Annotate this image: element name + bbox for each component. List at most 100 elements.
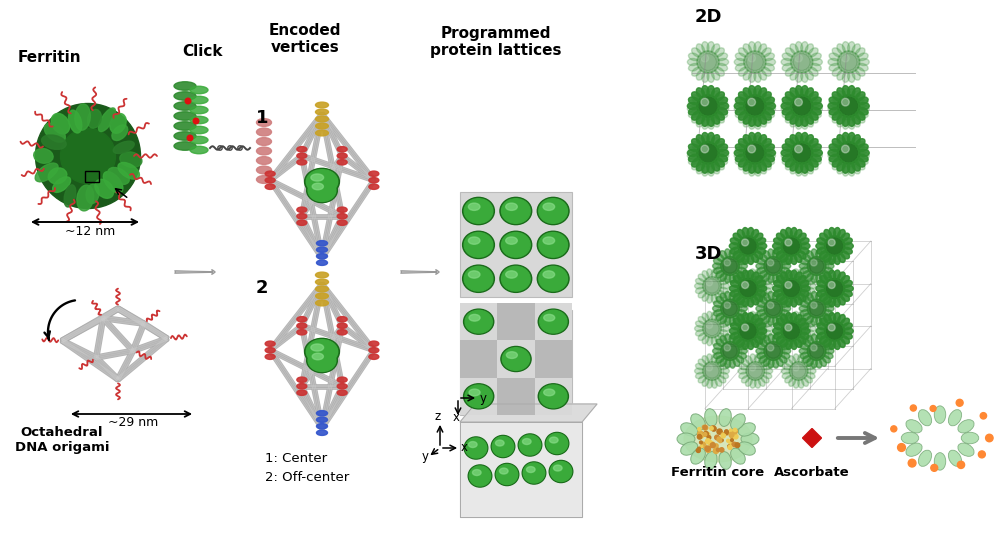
Ellipse shape (715, 335, 722, 344)
Ellipse shape (743, 70, 751, 80)
Ellipse shape (720, 315, 727, 324)
Ellipse shape (781, 343, 790, 350)
Ellipse shape (756, 290, 766, 296)
Ellipse shape (696, 135, 705, 145)
Ellipse shape (743, 91, 751, 101)
Ellipse shape (736, 355, 744, 363)
Ellipse shape (705, 452, 717, 469)
Ellipse shape (337, 146, 347, 152)
Ellipse shape (832, 48, 842, 57)
Circle shape (730, 431, 734, 435)
Ellipse shape (811, 249, 817, 258)
Ellipse shape (495, 463, 519, 486)
Ellipse shape (501, 267, 530, 291)
Ellipse shape (730, 238, 740, 245)
Ellipse shape (786, 313, 792, 323)
Circle shape (728, 446, 732, 449)
Ellipse shape (757, 285, 767, 292)
Ellipse shape (843, 280, 852, 287)
Ellipse shape (848, 135, 855, 146)
Ellipse shape (829, 227, 835, 238)
Ellipse shape (316, 240, 328, 246)
Ellipse shape (688, 53, 699, 61)
Circle shape (703, 432, 707, 436)
Ellipse shape (785, 139, 795, 148)
Ellipse shape (754, 293, 763, 301)
Ellipse shape (848, 133, 855, 144)
Ellipse shape (855, 48, 865, 57)
Circle shape (705, 446, 710, 452)
Ellipse shape (782, 372, 791, 379)
Ellipse shape (763, 287, 772, 294)
Text: 3D: 3D (695, 245, 722, 263)
Ellipse shape (754, 269, 761, 278)
Ellipse shape (781, 149, 792, 157)
Ellipse shape (696, 117, 705, 127)
Ellipse shape (546, 434, 568, 454)
Circle shape (930, 405, 936, 411)
Ellipse shape (174, 102, 196, 110)
Ellipse shape (800, 328, 810, 334)
Ellipse shape (312, 353, 323, 360)
Ellipse shape (464, 384, 494, 409)
Ellipse shape (842, 115, 850, 126)
Ellipse shape (819, 251, 826, 259)
Ellipse shape (801, 162, 808, 173)
Circle shape (809, 259, 824, 273)
Circle shape (791, 145, 813, 167)
Circle shape (766, 301, 781, 316)
Circle shape (710, 426, 713, 430)
Ellipse shape (806, 279, 815, 285)
Ellipse shape (781, 368, 791, 374)
Ellipse shape (190, 116, 208, 123)
Ellipse shape (785, 359, 793, 367)
Ellipse shape (785, 111, 795, 120)
Circle shape (781, 279, 801, 299)
Ellipse shape (824, 338, 832, 348)
Ellipse shape (751, 338, 759, 348)
Ellipse shape (729, 334, 735, 343)
Ellipse shape (808, 158, 818, 167)
Ellipse shape (707, 135, 714, 146)
Ellipse shape (832, 92, 842, 101)
Ellipse shape (948, 450, 962, 466)
Ellipse shape (773, 243, 783, 249)
Ellipse shape (297, 377, 307, 382)
Ellipse shape (810, 110, 821, 118)
Text: ~12 nm: ~12 nm (65, 225, 115, 238)
Ellipse shape (750, 354, 756, 363)
Ellipse shape (738, 114, 748, 123)
Ellipse shape (799, 263, 809, 269)
Ellipse shape (743, 44, 751, 54)
Circle shape (729, 442, 732, 445)
Ellipse shape (776, 233, 785, 242)
Ellipse shape (832, 114, 842, 123)
Ellipse shape (739, 372, 748, 379)
Ellipse shape (743, 88, 751, 98)
Ellipse shape (687, 149, 699, 157)
Ellipse shape (729, 249, 735, 258)
Circle shape (956, 399, 963, 406)
Ellipse shape (469, 389, 480, 396)
Ellipse shape (696, 88, 705, 98)
Ellipse shape (720, 357, 727, 366)
Ellipse shape (190, 96, 208, 104)
Ellipse shape (256, 176, 271, 183)
Circle shape (703, 431, 708, 436)
Ellipse shape (810, 100, 821, 108)
Text: Octahedral
DNA origami: Octahedral DNA origami (15, 426, 109, 454)
Ellipse shape (817, 332, 827, 339)
Ellipse shape (738, 158, 748, 167)
Ellipse shape (719, 372, 728, 379)
Ellipse shape (758, 135, 767, 145)
Ellipse shape (745, 335, 752, 344)
Ellipse shape (720, 325, 729, 331)
Ellipse shape (711, 70, 720, 80)
Ellipse shape (754, 276, 763, 284)
Circle shape (749, 364, 756, 371)
Ellipse shape (711, 114, 720, 124)
Ellipse shape (749, 85, 756, 97)
Ellipse shape (790, 297, 797, 307)
Ellipse shape (759, 296, 768, 304)
Ellipse shape (737, 230, 745, 239)
